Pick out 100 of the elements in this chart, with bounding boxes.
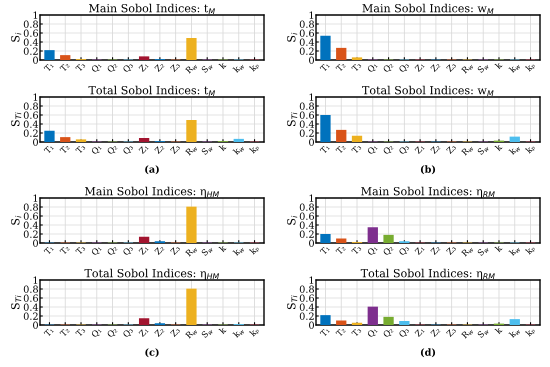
x-tick-label: k$_{w}$: [508, 144, 521, 156]
y-axis-title: S$_{Ti}$: [287, 295, 298, 310]
y-tick-label: 0.2: [24, 230, 38, 238]
x-tick-label: R$_{w}$: [461, 62, 474, 75]
y-axis-title: S$_{Ti}$: [11, 295, 22, 310]
y-tick-label: 0.4: [300, 120, 314, 128]
x-tick-label: Z₃: [446, 244, 456, 256]
x-tick-label: Q₁: [366, 144, 378, 156]
y-tick-label: 0.2: [300, 230, 314, 238]
x-tick-label: Q₁: [90, 144, 102, 156]
y-axis-title: S$_{Ti}$: [287, 112, 298, 126]
x-tick-label: kₚ: [524, 244, 536, 256]
bar: [399, 320, 410, 325]
y-tick-label: 0.6: [24, 294, 38, 302]
y-tick-label: 0: [33, 321, 38, 329]
bar: [336, 320, 346, 325]
x-tick-label: R$_{w}$: [185, 244, 198, 258]
y-tick-label: 0.2: [300, 129, 314, 137]
y-tick-label: 1: [310, 194, 314, 202]
y-tick-label: 0: [33, 138, 38, 146]
chart-title: Main Sobol Indices: η$_{HM}$: [85, 186, 219, 198]
x-tick-label: Z₃: [170, 326, 180, 338]
y-tick-label: 0.8: [300, 102, 314, 110]
x-tick-label: Z₂: [430, 144, 440, 154]
x-tick-label: Q₂: [106, 326, 118, 339]
y-tick-label: 0.8: [24, 20, 38, 28]
y-tick-label: 0.8: [24, 102, 38, 110]
x-tick-label: Q₁: [90, 62, 102, 74]
x-tick-label: Q₃: [398, 244, 410, 257]
text: (b): [420, 165, 436, 174]
x-tick-label: Q₃: [122, 62, 134, 74]
bar: [336, 130, 346, 142]
chart-title: Total Sobol Indices: t$_{M}$: [88, 86, 215, 96]
y-tick-label: 0: [309, 138, 314, 146]
y-tick-label: 0.2: [24, 129, 38, 137]
bar: [44, 130, 55, 142]
x-tick-label: k$_{w}$: [232, 244, 245, 257]
x-tick-label: T₂: [335, 244, 346, 256]
x-tick-label: S$_{w}$: [201, 62, 214, 74]
x-tick-label: k$_{w}$: [232, 326, 245, 339]
bar: [510, 136, 520, 142]
bar: [336, 238, 346, 243]
x-tick-label: T₃: [75, 62, 86, 72]
bar: [320, 115, 331, 142]
y-tick-label: 1: [310, 276, 314, 284]
x-tick-label: Q₃: [122, 244, 134, 257]
x-tick-label: k: [494, 61, 502, 70]
x-tick-label: kₚ: [248, 62, 260, 72]
y-tick-label: 1: [310, 93, 314, 101]
x-tick-label: S$_{w}$: [201, 326, 214, 339]
y-tick-label: 0.4: [24, 38, 38, 46]
bar: [336, 48, 346, 60]
x-tick-label: T₂: [59, 244, 70, 256]
x-tick-label: Z₁: [138, 62, 149, 72]
x-tick-label: S$_{w}$: [477, 244, 490, 257]
y-tick-label: 0.6: [24, 111, 38, 119]
x-tick-label: k: [218, 61, 226, 70]
x-tick-label: Z₁: [414, 327, 425, 338]
bar: [320, 234, 331, 243]
x-tick-label: T₃: [75, 144, 86, 154]
bar: [60, 137, 70, 142]
x-tick-label: T₃: [351, 326, 362, 338]
chart-title: Main Sobol Indices: t$_{M}$: [89, 4, 215, 14]
y-axis-title: S$_{Ti}$: [11, 112, 22, 126]
x-tick-label: k: [218, 326, 226, 334]
bar: [320, 36, 331, 60]
x-tick-label: kₚ: [524, 144, 536, 154]
bar: [383, 234, 394, 243]
x-tick-label: Q₃: [122, 144, 134, 156]
x-tick-label: T₃: [75, 326, 86, 338]
text: (c): [145, 348, 159, 358]
x-tick-label: Z₃: [170, 144, 180, 154]
x-tick-label: Z₁: [414, 62, 425, 72]
bar: [186, 38, 197, 60]
y-tick-label: 0.2: [300, 312, 314, 320]
x-tick-label: Q₃: [398, 326, 410, 339]
x-tick-label: Q₂: [382, 244, 394, 257]
bar: [368, 306, 378, 325]
y-tick-label: 0.6: [24, 212, 38, 220]
x-tick-label: k: [494, 244, 502, 252]
x-tick-label: Q₁: [90, 326, 102, 339]
bar: [138, 236, 150, 243]
x-tick-label: T₁: [320, 327, 330, 338]
x-tick-label: Z₁: [138, 144, 149, 154]
x-tick-label: Q₂: [382, 62, 394, 74]
y-tick-label: 0.4: [24, 303, 38, 311]
bar: [138, 138, 150, 142]
y-tick-label: 0.8: [300, 285, 314, 293]
y-axis-title: S$_{i}$: [287, 32, 298, 42]
x-tick-label: Z₂: [154, 244, 164, 256]
y-tick-label: 0.2: [24, 312, 38, 320]
y-axis-title: S$_{i}$: [11, 32, 22, 42]
x-tick-label: k$_{w}$: [232, 144, 245, 156]
y-tick-label: 0.6: [300, 212, 314, 220]
bar: [186, 120, 197, 142]
y-tick-label: 0.8: [24, 285, 38, 293]
x-tick-label: T₂: [59, 326, 70, 338]
x-tick-label: Z₁: [414, 144, 425, 154]
y-tick-label: 0: [33, 239, 38, 247]
x-tick-label: T₃: [75, 244, 86, 256]
